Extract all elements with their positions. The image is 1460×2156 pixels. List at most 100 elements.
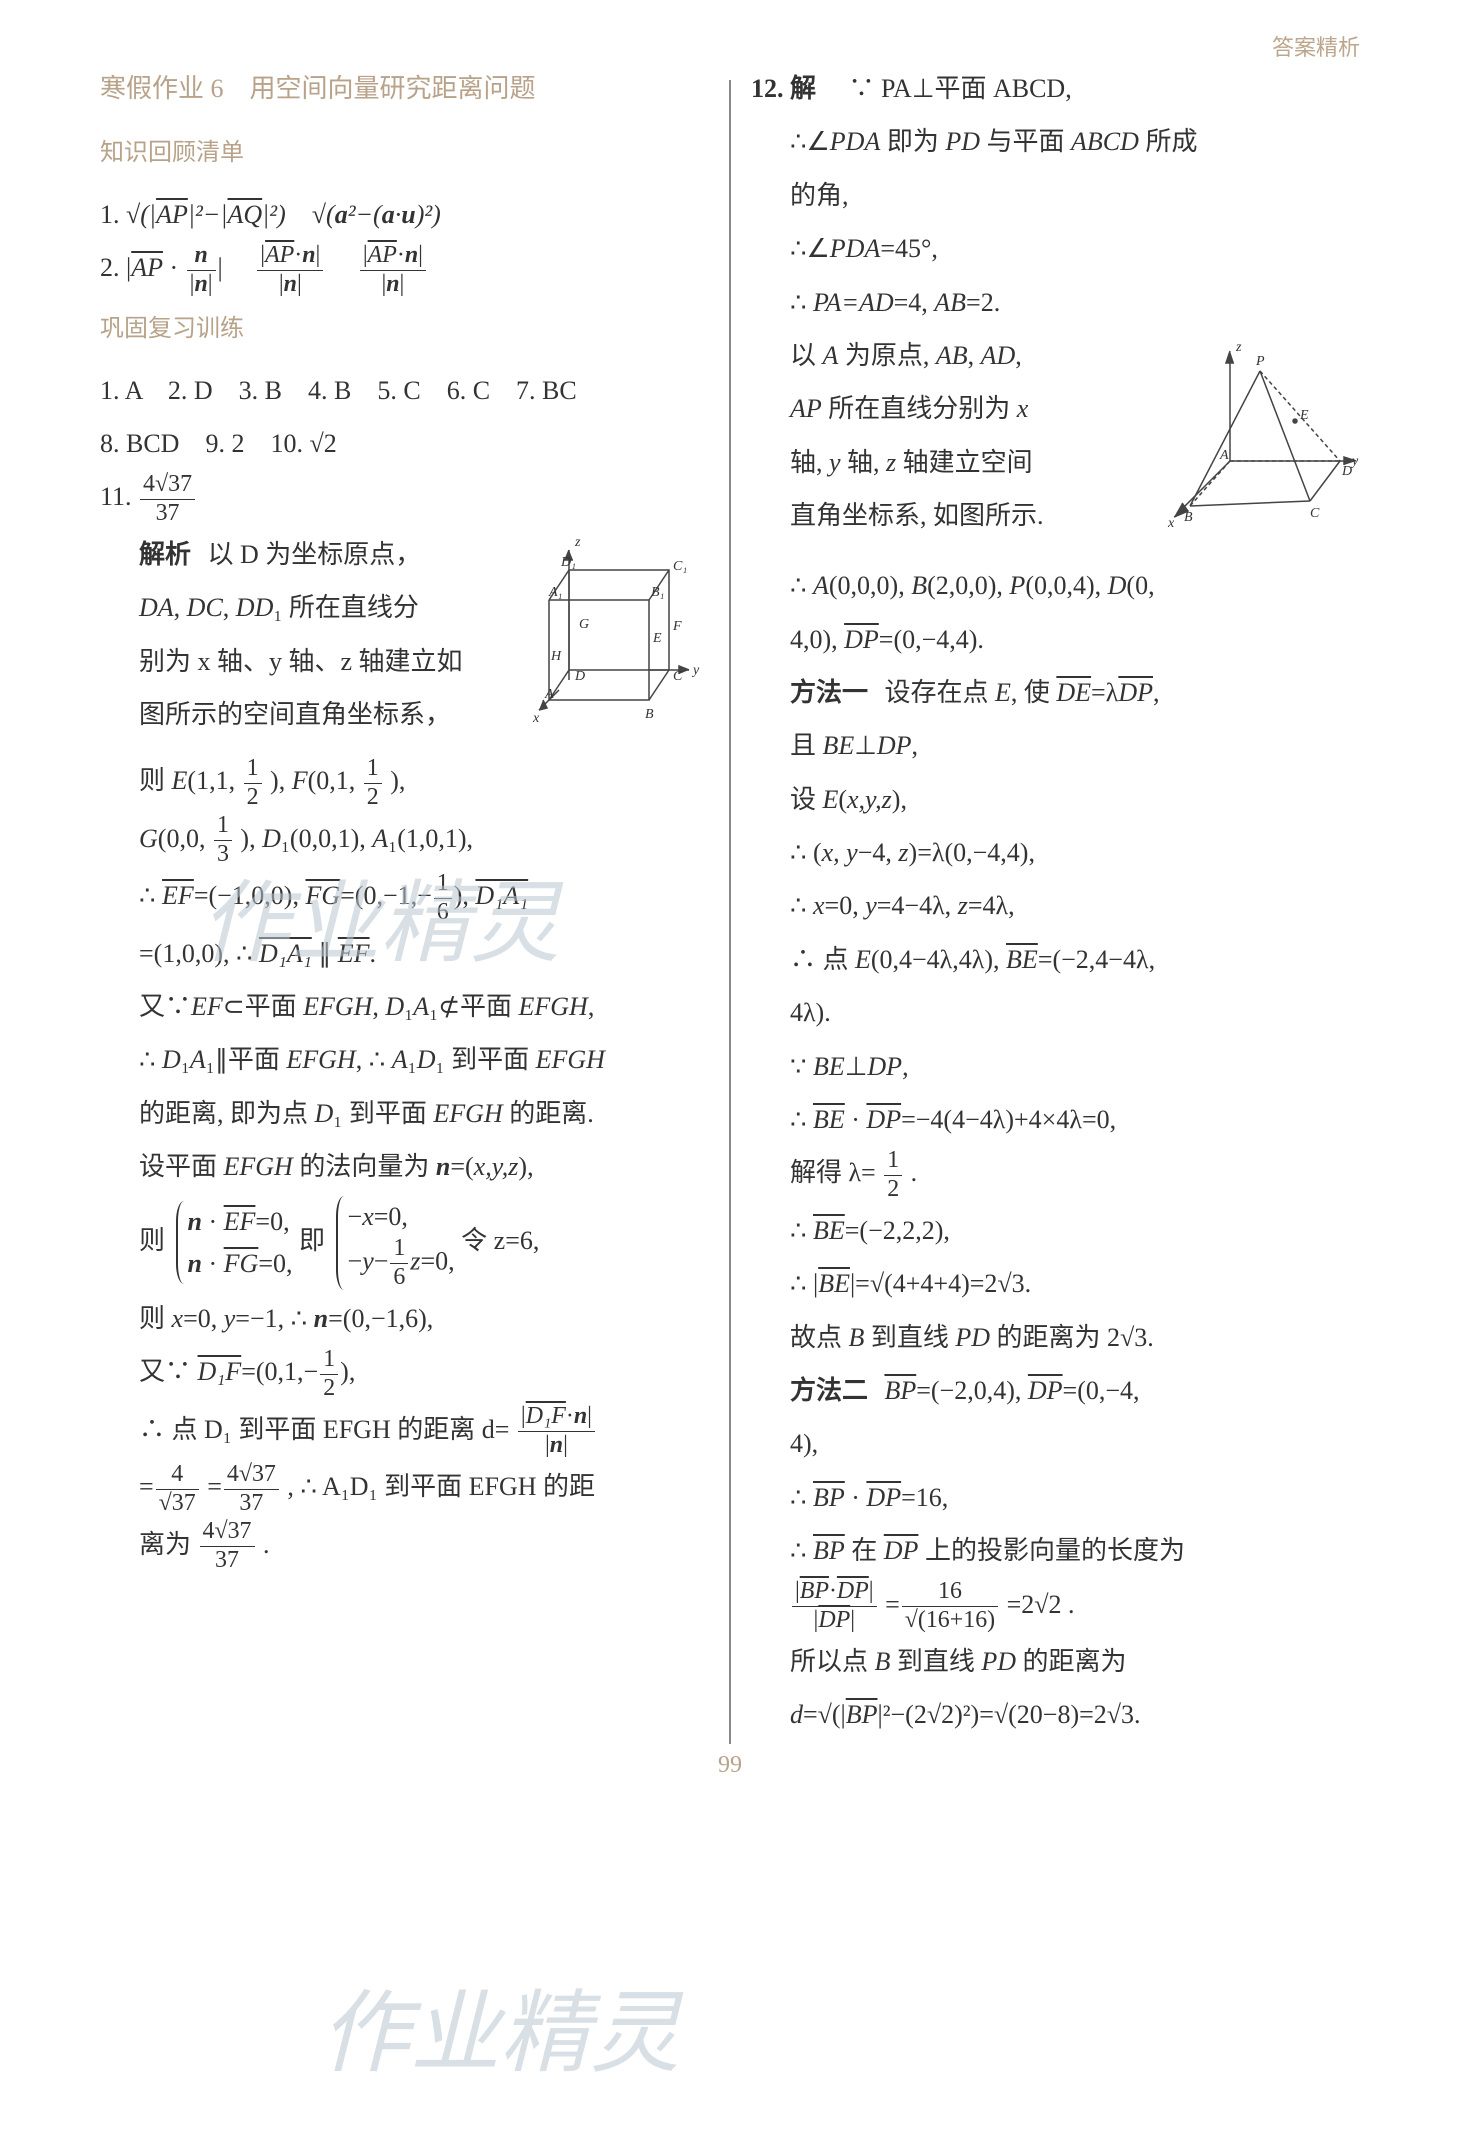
a11: 设平面 EFGH 的法向量为 n=(x,y,z), [100,1142,709,1191]
q11-label: 11. [100,482,138,511]
a17-pre: 离为 [139,1530,191,1559]
a16-mid: , ∴ A₁D₁ 到平面 EFGH 的距 [287,1472,595,1501]
answers-line-2: 8. BCD 9. 2 10. √2 [100,419,709,468]
m2-5: |BP·DP||DP| =16√(16+16) =2√2 . [751,1580,1360,1633]
a6: G(0,0, 13 ), D₁(0,0,1), A₁(1,0,1), [100,814,709,867]
svg-text:y: y [691,663,700,678]
svg-text:B: B [645,707,654,722]
a17-post: . [263,1530,270,1559]
two-column-layout: 寒假作业 6 用空间向量研究距离问题 知识回顾清单 1. √(|AP|²−|AQ… [80,60,1380,1744]
header-label: 答案精析 [1272,30,1360,62]
svg-text:A₁: A₁ [548,585,562,600]
m2-5-eq: =2√2 . [1007,1590,1075,1619]
knowledge-2: 2. |AP · n|n|| |AP·n||n| |AP·n||n| [100,243,709,296]
r5: ∴ PA=AD=4, AB=2. [751,278,1360,327]
svg-text:C₁: C₁ [673,559,687,574]
m1-7: 4λ). [751,988,1360,1037]
m2-3: ∴ BP · DP=16, [751,1473,1360,1522]
m1-8: ∵ BE⊥DP, [751,1042,1360,1091]
m1-4: ∴ (x, y−4, z)=λ(0,−4,4), [751,828,1360,877]
q11-analysis: A B C D A₁ B₁ C₁ D₁ EF G H z y x 解析 以 D 为坐标原点， [100,530,709,1573]
answers-line-1: 1. A 2. D 3. B 4. B 5. C 6. C 7. BC [100,366,709,415]
svg-text:C: C [673,669,683,684]
a12-mid: 即 [299,1226,325,1255]
watermark: 作业精灵 [320,1960,680,2090]
a7: ∴ EF=(−1,0,0), FG=(0,−1,−16), D₁A₁ [100,871,709,924]
svg-text:B: B [1184,510,1193,525]
svg-text:F: F [672,619,682,634]
analysis-label: 解析 [139,539,191,569]
method1-label: 方法一 [790,677,868,707]
q11-num: 4√37 [140,473,195,500]
a5: 则 E(1,1, 12 ), F(0,1, 12 ), [100,756,709,809]
svg-text:E: E [652,631,662,646]
knowledge-1: 1. √(|AP|²−|AQ|²) √(a²−(a·u)²) [100,190,709,239]
a1: 以 D 为坐标原点， [208,540,422,569]
a12-pre: 则 [139,1226,165,1255]
pyramid-diagram: PA BC DE zyx [1160,331,1360,551]
assignment-title: 寒假作业 6 用空间向量研究距离问题 [100,60,709,117]
r10: ∴ A(0,0,0), B(2,0,0), P(0,0,4), D(0, [751,561,1360,610]
a8: 又∵EF⊂平面 EFGH, D₁A₁⊄平面 EFGH, [100,982,709,1031]
r1: ∵ PA⊥平面 ABCD, [848,74,1071,103]
method1: 方法一 设存在点 E, 使 DE=λDP, [751,668,1360,717]
m1-12: ∴ |BE|=√(4+4+4)=2√3. [751,1259,1360,1308]
method2: 方法二 BP=(−2,0,4), DP=(0,−4, [751,1366,1360,1415]
svg-text:H: H [550,649,562,664]
a12-post: 令 z=6, [461,1226,539,1255]
a15-pre: ∴ 点 D₁ 到平面 EFGH 的距离 d= [139,1415,509,1444]
a7b: =(1,0,0), ∴ D₁A₁ ∥ EF. [100,929,709,978]
q12-head: 12. 解 ∵ PA⊥平面 ABCD, [751,64,1360,113]
m2-2: 4), [751,1419,1360,1468]
a13: 则 x=0, y=−1, ∴ n=(0,−1,6), [100,1294,709,1343]
a17: 离为 4√3737 . [100,1520,709,1573]
a9: ∴ D₁A₁∥平面 EFGH, ∴ A₁D₁ 到平面 EFGH [100,1035,709,1084]
svg-text:x: x [1167,516,1175,531]
svg-text:B₁: B₁ [651,585,664,600]
m1-10: 解得 λ= 12 . [751,1148,1360,1201]
m1-2: 且 BE⊥DP, [751,721,1360,770]
svg-text:E: E [1299,408,1309,423]
m1-10-post: . [911,1158,918,1187]
a14: 又∵ D₁F=(0,1,−12), [100,1347,709,1400]
a10: 的距离, 即为点 D₁ 到平面 EFGH 的距离. [100,1089,709,1138]
svg-text:C: C [1310,506,1320,521]
a12-brace: 则 n · EF=0, n · FG=0, 即 −x=0, −y−16z=0, … [100,1196,709,1290]
svg-text:z: z [574,535,581,550]
r3: 的角, [751,171,1360,220]
m2-4: ∴ BP 在 DP 上的投影向量的长度为 [751,1526,1360,1575]
svg-text:x: x [532,711,540,726]
m1-6: ∴ 点 E(0,4−4λ,4λ), BE=(−2,4−4λ, [751,935,1360,984]
svg-text:P: P [1255,354,1265,369]
svg-text:D: D [574,669,585,684]
svg-text:z: z [1235,340,1242,355]
m1-3: 设 E(x,y,z), [751,775,1360,824]
left-column: 寒假作业 6 用空间向量研究距离问题 知识回顾清单 1. √(|AP|²−|AQ… [80,60,729,1744]
page: 答案精析 寒假作业 6 用空间向量研究距离问题 知识回顾清单 1. √(|AP|… [0,0,1460,1835]
subsection-review: 知识回顾清单 [100,127,709,180]
method2-label: 方法二 [790,1375,868,1405]
m2-7: d=√(|BP|²−(2√2)²)=√(20−8)=2√3. [751,1690,1360,1739]
a16: =4√37 =4√3737 , ∴ A₁D₁ 到平面 EFGH 的距 [100,1462,709,1515]
r-para-with-diagram: PA BC DE zyx 以 A 为原点, AB, AD, AP 所在直线分别为… [751,331,1360,557]
m1-11: ∴ BE=(−2,2,2), [751,1206,1360,1255]
svg-text:A: A [544,687,554,702]
r2: ∴∠PDA 即为 PD 与平面 ABCD 所成 [751,117,1360,166]
m1-10-pre: 解得 λ= [790,1158,876,1187]
page-number: 99 [80,1744,1380,1795]
subsection-practice: 巩固复习训练 [100,303,709,356]
right-column: 12. 解 ∵ PA⊥平面 ABCD, ∴∠PDA 即为 PD 与平面 ABCD… [731,60,1380,1744]
svg-text:y: y [1350,454,1359,469]
q11-den: 37 [140,500,195,526]
a15: ∴ 点 D₁ 到平面 EFGH 的距离 d= |D₁F·n||n| [100,1405,709,1458]
cube-diagram: A B C D A₁ B₁ C₁ D₁ EF G H z y x [519,530,709,746]
svg-text:G: G [579,617,589,632]
q12-label: 12. 解 [751,74,816,103]
q11: 11. 4√3737 [100,472,709,525]
m1-9: ∴ BE · DP=−4(4−4λ)+4×4λ=0, [751,1095,1360,1144]
svg-text:D₁: D₁ [560,555,576,570]
r4: ∴∠PDA=45°, [751,224,1360,273]
svg-text:A: A [1219,448,1229,463]
m1-13: 故点 B 到直线 PD 的距离为 2√3. [751,1313,1360,1362]
r11: 4,0), DP=(0,−4,4). [751,615,1360,664]
